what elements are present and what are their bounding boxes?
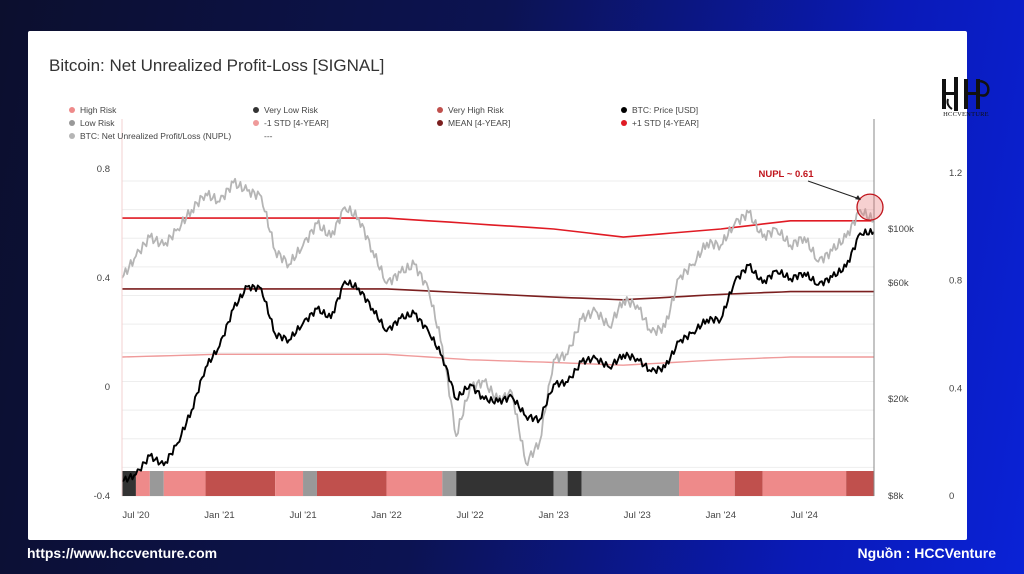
legend-entry: --- bbox=[264, 131, 273, 141]
series-line-1-std-4-year bbox=[121, 353, 874, 366]
risk-band-segment bbox=[567, 471, 582, 496]
y-right-nupl-tick-label: 0 bbox=[949, 491, 954, 502]
x-tick-label: Jan '23 bbox=[539, 510, 569, 521]
legend-marker bbox=[437, 120, 443, 126]
legend-entry: +1 STD [4-YEAR] bbox=[632, 118, 699, 128]
y-right-price-tick-label: $60k bbox=[888, 278, 909, 289]
nupl-annotation-label: NUPL ~ 0.61 bbox=[758, 169, 814, 180]
y-left-tick-label: 0.4 bbox=[97, 273, 110, 284]
series-lines bbox=[121, 177, 875, 483]
risk-band-segment bbox=[734, 471, 763, 496]
risk-band-segment bbox=[149, 471, 164, 496]
axes: 0.8 0.4 0 -0.4 $100k $60k $20k $8k 1.2 0.8 0.4 0 Jul… bbox=[94, 119, 962, 521]
legend-marker bbox=[621, 120, 627, 126]
legend-entry: BTC: Net Unrealized Profit/Loss (NUPL) bbox=[80, 131, 231, 141]
risk-band-segment bbox=[581, 471, 680, 496]
risk-band-segment bbox=[303, 471, 317, 496]
legend-entry: Low Risk bbox=[80, 118, 115, 128]
annotation-arrow-head bbox=[855, 195, 861, 201]
y-right-price-tick-label: $100k bbox=[888, 224, 914, 235]
chart-card: Bitcoin: Net Unrealized Profit-Loss [SIG… bbox=[28, 31, 990, 540]
legend-entry: Very Low Risk bbox=[264, 105, 319, 115]
legend-marker bbox=[69, 133, 75, 139]
y-right-nupl-tick-label: 0.8 bbox=[949, 276, 962, 287]
y-right-price-tick-label: $8k bbox=[888, 491, 904, 502]
nupl-chart: 0.8 0.4 0 -0.4 $100k $60k $20k $8k 1.2 0.8 0.4 0 Jul… bbox=[69, 105, 962, 521]
legend-entry: High Risk bbox=[80, 105, 117, 115]
y-left-tick-label: -0.4 bbox=[94, 491, 110, 502]
risk-band-segment bbox=[205, 471, 276, 496]
legend-entry: -1 STD [4-YEAR] bbox=[264, 118, 329, 128]
series-line-mean-4-year bbox=[122, 288, 874, 301]
y-right-nupl-tick-label: 0.4 bbox=[949, 383, 962, 394]
legend-marker bbox=[253, 120, 259, 126]
x-tick-label: Jan '24 bbox=[706, 510, 736, 521]
chart-title: Bitcoin: Net Unrealized Profit-Loss [SIG… bbox=[49, 56, 385, 75]
series-line-btc-net-unrealized-profit-loss-nupl bbox=[121, 177, 875, 467]
x-tick-label: Jan '22 bbox=[371, 510, 401, 521]
legend-marker bbox=[69, 107, 75, 113]
footer-source: Nguồn : HCCVenture bbox=[857, 545, 996, 561]
risk-band-segment bbox=[679, 471, 735, 496]
nupl-highlight-circle bbox=[856, 193, 884, 221]
x-tick-label: Jan '21 bbox=[204, 510, 234, 521]
gridlines bbox=[122, 180, 874, 497]
annotation-arrow-line bbox=[807, 180, 861, 200]
risk-band-segment bbox=[135, 471, 150, 496]
risk-band-segment bbox=[442, 471, 457, 496]
y-right-nupl-tick-label: 1.2 bbox=[949, 168, 962, 179]
risk-band-segment bbox=[762, 471, 847, 496]
y-right-price-tick-label: $20k bbox=[888, 394, 909, 405]
x-tick-label: Jul '20 bbox=[122, 510, 149, 521]
legend: High Risk Very Low Risk Very High Risk BTC:… bbox=[69, 105, 699, 141]
hcc-monogram-icon bbox=[942, 77, 990, 111]
y-left-tick-label: 0.8 bbox=[97, 164, 110, 175]
risk-band-segment bbox=[553, 471, 568, 496]
risk-band-segment bbox=[386, 471, 443, 496]
series-line-btc-price-usd bbox=[121, 228, 875, 483]
x-tick-label: Jul '23 bbox=[624, 510, 651, 521]
y-left-tick-label: 0 bbox=[105, 382, 110, 393]
x-tick-label: Jul '21 bbox=[289, 510, 316, 521]
legend-entry: MEAN [4-YEAR] bbox=[448, 118, 510, 128]
legend-entry: Very High Risk bbox=[448, 105, 504, 115]
risk-band-segment bbox=[456, 471, 554, 496]
x-tick-label: Jul '24 bbox=[791, 510, 818, 521]
legend-marker bbox=[69, 120, 75, 126]
annotation: NUPL ~ 0.61 bbox=[758, 169, 884, 221]
legend-marker bbox=[437, 107, 443, 113]
risk-band-segment bbox=[316, 471, 387, 496]
legend-marker bbox=[253, 107, 259, 113]
risk-band bbox=[122, 471, 874, 496]
series-line-1-std-4-year bbox=[122, 217, 874, 238]
risk-band-segment bbox=[275, 471, 304, 496]
footer-website[interactable]: https://www.hccventure.com bbox=[27, 545, 218, 561]
legend-entry: BTC: Price [USD] bbox=[632, 105, 698, 115]
logo-caption: HCCVENTURE bbox=[943, 111, 989, 118]
risk-band-segment bbox=[846, 471, 874, 496]
risk-band-segment bbox=[163, 471, 206, 496]
x-tick-label: Jul '22 bbox=[457, 510, 484, 521]
legend-marker bbox=[621, 107, 627, 113]
